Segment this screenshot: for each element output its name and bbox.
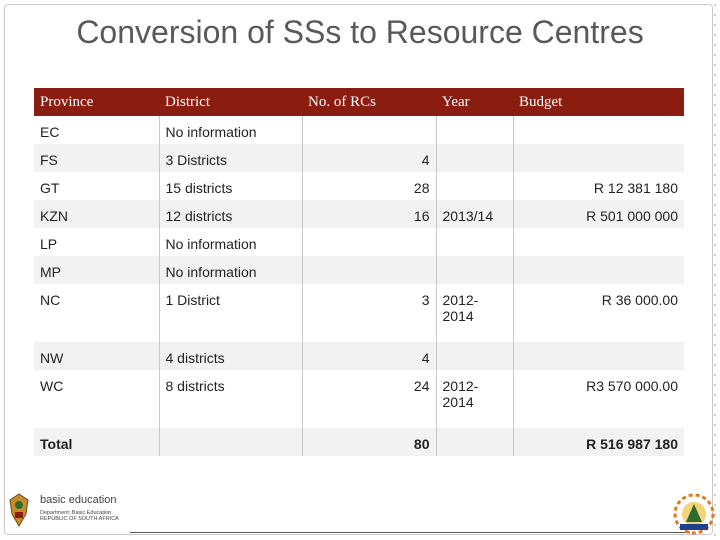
cell-rcs: 16 xyxy=(301,200,436,228)
cell-province: EC xyxy=(34,116,159,144)
cell-year xyxy=(435,144,513,172)
cell-district: 12 districts xyxy=(158,200,302,228)
table-row: MP No information xyxy=(34,256,684,284)
cell-budget xyxy=(512,228,684,256)
year-text: 2012-2014 xyxy=(442,292,479,324)
cell-budget: R3 570 000.00 xyxy=(512,370,684,428)
cell-district: 4 districts xyxy=(158,342,302,370)
header-budget: Budget xyxy=(513,88,684,116)
cell-year xyxy=(435,116,513,144)
header-year: Year xyxy=(436,88,513,116)
coat-of-arms-icon xyxy=(9,493,29,527)
footer-divider xyxy=(130,532,690,533)
cell-year xyxy=(435,228,513,256)
cell-budget xyxy=(512,116,684,144)
cell-total-label: Total xyxy=(34,428,159,456)
cell-budget xyxy=(512,342,684,370)
cell-year xyxy=(435,342,513,370)
cell-total-budget: R 516 987 180 xyxy=(512,428,684,456)
table-row: EC No information xyxy=(34,116,684,144)
table-row: GT 15 districts 28 R 12 381 180 xyxy=(34,172,684,200)
cell-year xyxy=(435,256,513,284)
table-row: KZN 12 districts 16 2013/14 R 501 000 00… xyxy=(34,200,684,228)
header-district: District xyxy=(159,88,302,116)
cell-district: 3 Districts xyxy=(158,144,302,172)
cell-province: LP xyxy=(34,228,159,256)
cell-province: WC xyxy=(34,370,159,428)
cell-rcs xyxy=(301,256,436,284)
anniversary-logo-icon xyxy=(673,493,715,535)
cell-province: GT xyxy=(34,172,159,200)
table-row: NW 4 districts 4 xyxy=(34,342,684,370)
cell-province: FS xyxy=(34,144,159,172)
cell-total-district xyxy=(158,428,302,456)
cell-budget: R 12 381 180 xyxy=(512,172,684,200)
cell-budget: R 501 000 000 xyxy=(512,200,684,228)
year-text: 2012-2014 xyxy=(442,378,479,410)
basic-education-logo: basic education Department: Basic Educat… xyxy=(6,488,128,534)
cell-district: No information xyxy=(158,116,302,144)
cell-province: NW xyxy=(34,342,159,370)
cell-district: 8 districts xyxy=(158,370,302,428)
cell-rcs: 3 xyxy=(301,284,436,342)
table-header-row: Province District No. of RCs Year Budget xyxy=(34,88,684,116)
table-row: WC 8 districts 24 2012-2014 R3 570 000.0… xyxy=(34,370,684,428)
cell-budget xyxy=(512,256,684,284)
header-rcs: No. of RCs xyxy=(302,88,436,116)
slide-title: Conversion of SSs to Resource Centres xyxy=(76,14,644,50)
cell-total-rcs: 80 xyxy=(301,428,436,456)
cell-province: MP xyxy=(34,256,159,284)
table-row: NC 1 District 3 2012-2014 R 36 000.00 xyxy=(34,284,684,342)
cell-year: 2013/14 xyxy=(435,200,513,228)
cell-total-year xyxy=(435,428,513,456)
table-total-row: Total 80 R 516 987 180 xyxy=(34,428,684,456)
cell-rcs xyxy=(301,116,436,144)
cell-rcs: 4 xyxy=(301,144,436,172)
header-province: Province xyxy=(34,88,159,116)
cell-province: KZN xyxy=(34,200,159,228)
cell-district: No information xyxy=(158,256,302,284)
dotted-border-decoration xyxy=(710,0,720,540)
cell-district: 1 District xyxy=(158,284,302,342)
cell-rcs xyxy=(301,228,436,256)
table-row: LP No information xyxy=(34,228,684,256)
cell-year: 2012-2014 xyxy=(435,284,513,342)
cell-budget: R 36 000.00 xyxy=(512,284,684,342)
cell-rcs: 28 xyxy=(301,172,436,200)
resource-centres-table: Province District No. of RCs Year Budget… xyxy=(34,88,684,456)
cell-year: 2012-2014 xyxy=(435,370,513,428)
table-row: FS 3 Districts 4 xyxy=(34,144,684,172)
logo-subtext: Department: Basic Education REPUBLIC OF … xyxy=(40,510,119,522)
logo-text: basic education xyxy=(40,494,117,506)
cell-province: NC xyxy=(34,284,159,342)
cell-year xyxy=(435,172,513,200)
cell-district: 15 districts xyxy=(158,172,302,200)
cell-rcs: 24 xyxy=(301,370,436,428)
cell-district: No information xyxy=(158,228,302,256)
cell-budget xyxy=(512,144,684,172)
cell-rcs: 4 xyxy=(301,342,436,370)
